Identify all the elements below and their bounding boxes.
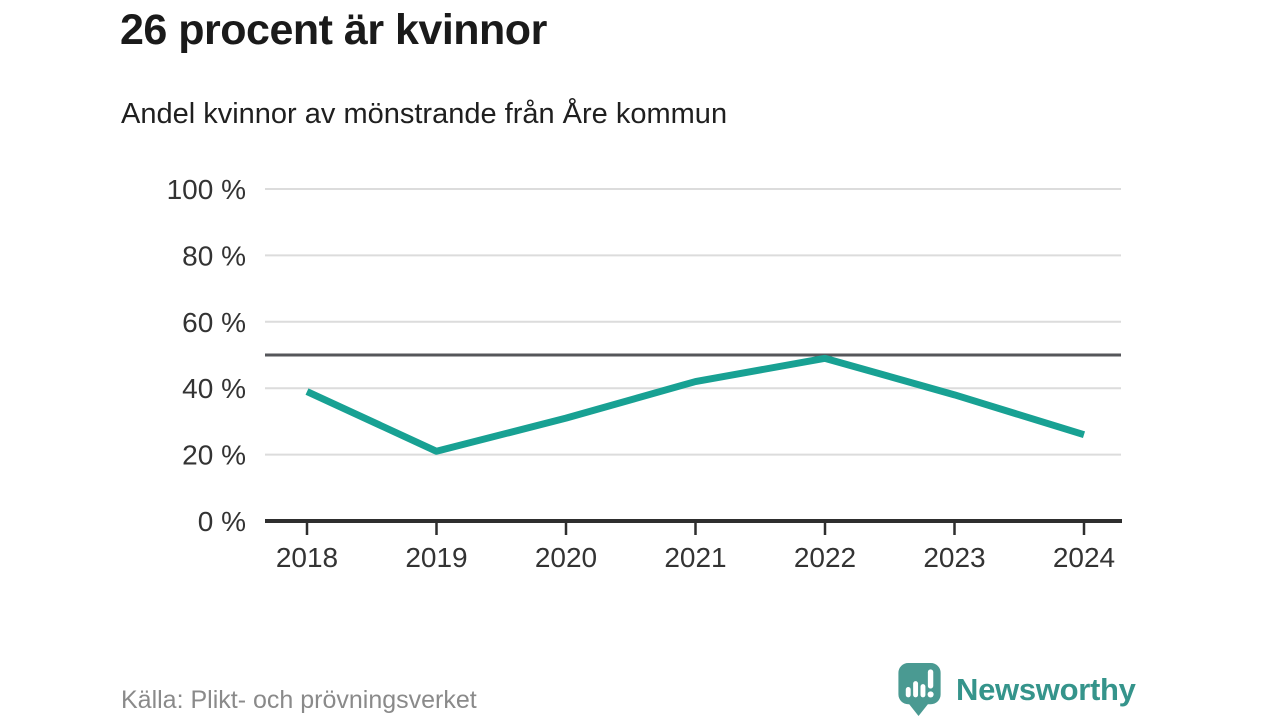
- y-tick-label: 100 %: [167, 174, 246, 205]
- exclamation-bar: [927, 669, 934, 689]
- x-tick-label: 2020: [535, 542, 597, 573]
- speech-bubble-shape: [898, 663, 941, 717]
- y-tick-label: 40 %: [182, 373, 246, 404]
- bar-2: [913, 681, 919, 698]
- x-tick-label: 2021: [664, 542, 726, 573]
- x-tick-label: 2022: [794, 542, 856, 573]
- data-line-andel-kvinnor: [305, 354, 1086, 455]
- y-tick-label: 60 %: [182, 307, 246, 338]
- brand-logo: Newsworthy: [898, 662, 1178, 718]
- x-tick-label: 2018: [276, 542, 338, 573]
- page-title: 26 procent är kvinnor: [120, 6, 547, 54]
- bar-3: [920, 684, 926, 698]
- y-tick-label: 80 %: [182, 240, 246, 271]
- x-tick-label: 2023: [923, 542, 985, 573]
- y-tick-label: 20 %: [182, 440, 246, 471]
- x-tick-label: 2024: [1053, 542, 1115, 573]
- source-note: Källa: Plikt- och prövningsverket: [121, 686, 477, 714]
- exclamation-dot: [927, 691, 934, 698]
- brand-name: Newsworthy: [956, 672, 1136, 707]
- chart-subtitle: Andel kvinnor av mönstrande från Åre kom…: [121, 98, 728, 130]
- x-tick-label: 2019: [405, 542, 467, 573]
- bar-1: [905, 687, 911, 698]
- newsworthy-bar-chart-speech-bubble-icon: [898, 663, 941, 717]
- y-tick-label: 0 %: [198, 506, 246, 537]
